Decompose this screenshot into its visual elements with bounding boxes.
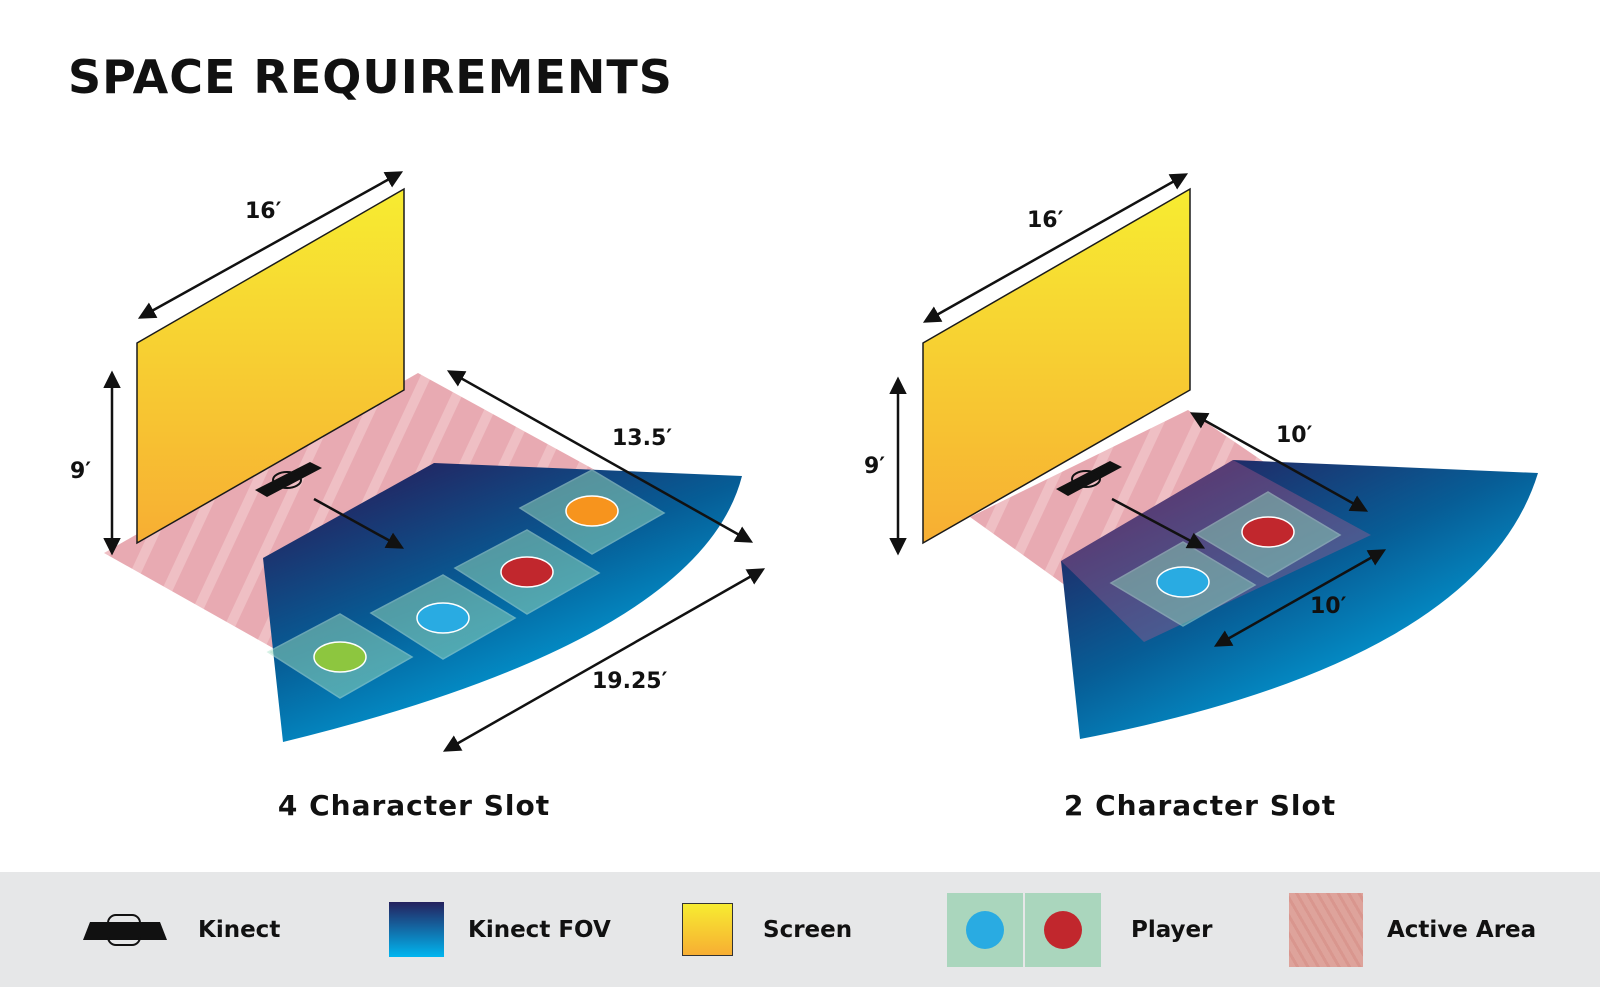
dim-screen-width (922, 173, 1189, 323)
player-red-icon (1044, 910, 1082, 949)
space-diagram: 16′ 9′ 13.5′ 19.25′ 4 Character Slot 16′… (70, 171, 1538, 822)
legend-item-kinect-fov: Kinect FOV (389, 872, 611, 987)
legend-item-kinect: Kinect (82, 872, 280, 987)
dim-fov-width-label: 19.25′ (592, 669, 668, 694)
player-marker-red (1241, 516, 1295, 548)
dim-screen-width (137, 171, 404, 319)
active-area-swatch (1289, 892, 1363, 967)
dim-screen-height-label: 9′ (864, 454, 885, 479)
dim-active-width (1213, 549, 1387, 647)
dim-screen-height-label: 9′ (70, 459, 91, 484)
player-marker-blue (1156, 566, 1210, 598)
dim-active-depth (1189, 412, 1369, 512)
kinect-icon (83, 913, 167, 946)
legend-label-screen: Screen (763, 916, 853, 943)
player-swatch (947, 892, 1101, 967)
caption-2-slot: 2 Character Slot (1064, 789, 1336, 822)
player-marker-orange (565, 495, 619, 527)
dim-screen-width-label: 16′ (1027, 208, 1064, 233)
legend-item-screen: Screen (682, 872, 852, 987)
legend-label-kinect: Kinect (198, 916, 281, 943)
player-marker-green (313, 641, 367, 673)
dim-active-depth-label: 13.5′ (612, 426, 672, 451)
legend-label-active-area: Active Area (1387, 916, 1537, 943)
kinect-direction-arrow (1111, 497, 1206, 549)
legend-item-player: Player (947, 872, 1213, 987)
kinect-fov-swatch (389, 902, 444, 957)
player-marker-red (500, 556, 554, 588)
diagram-4-slot: 16′ 9′ 13.5′ 19.25′ 4 Character Slot (70, 171, 766, 822)
diagram-2-slot: 16′ 9′ 10′ 10′ 2 Character Slot (864, 173, 1538, 822)
kinect-icon (255, 462, 322, 497)
kinect-icon (1056, 461, 1122, 496)
legend-label-kinect-fov: Kinect FOV (468, 916, 611, 943)
caption-4-slot: 4 Character Slot (278, 789, 550, 822)
dim-active-depth-label: 10′ (1276, 423, 1313, 448)
dim-active-depth (446, 370, 754, 543)
screen-swatch (682, 903, 733, 956)
dim-screen-width-label: 16′ (245, 199, 282, 224)
page-title: SPACE REQUIREMENTS (68, 50, 673, 104)
legend-label-player: Player (1131, 916, 1213, 943)
legend: Kinect Kinect FOV Screen Player Active A… (0, 872, 1600, 987)
legend-item-active-area: Active Area (1289, 872, 1536, 987)
kinect-direction-arrow (313, 497, 405, 549)
player-marker-blue (416, 602, 470, 634)
player-blue-icon (966, 910, 1004, 949)
dim-active-width-label: 10′ (1310, 594, 1347, 619)
dim-fov-width (442, 568, 766, 752)
